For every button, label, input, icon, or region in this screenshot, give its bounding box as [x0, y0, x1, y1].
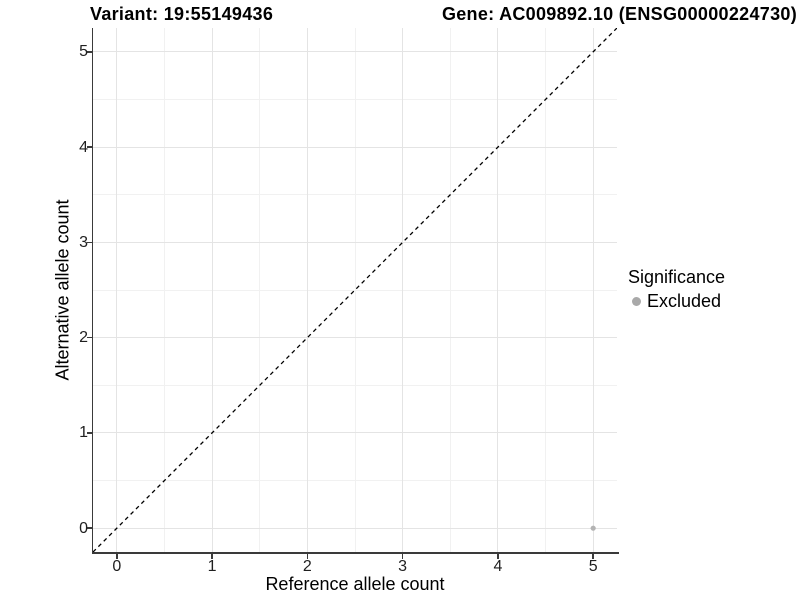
x-tick-mark	[401, 553, 404, 559]
major-gridline	[306, 28, 308, 552]
x-tick-label: 3	[398, 558, 408, 575]
minor-gridline	[93, 194, 617, 196]
y-tick-mark	[86, 336, 92, 339]
y-tick-mark	[86, 432, 92, 434]
x-tick-mark	[211, 553, 213, 559]
x-axis-title: Reference allele count	[265, 574, 445, 594]
identity-line	[93, 28, 617, 552]
legend: Significance Excluded	[628, 266, 725, 311]
plot-canvas	[93, 28, 617, 552]
major-gridline	[402, 28, 404, 552]
y-tick-label: 0	[79, 519, 88, 537]
x-tick-mark	[592, 553, 594, 559]
major-gridline	[497, 28, 499, 552]
x-tick-label: 1	[207, 558, 217, 575]
y-tick-label: 5	[79, 43, 88, 61]
legend-item-excluded: Excluded	[628, 291, 725, 311]
minor-gridline	[449, 28, 451, 552]
y-tick-label: 3	[79, 233, 88, 251]
y-axis-line	[91, 28, 93, 554]
data-point	[590, 525, 596, 531]
x-tick-label: 4	[493, 558, 503, 575]
major-gridline	[93, 51, 617, 53]
x-tick-mark	[306, 553, 309, 559]
y-tick-mark	[86, 146, 92, 148]
x-tick-label: 0	[112, 558, 122, 575]
plot-panel	[93, 28, 617, 552]
y-tick-mark	[86, 51, 92, 53]
legend-item-label: Excluded	[647, 291, 722, 311]
gene-title: Gene: AC009892.10 (ENSG00000224730)	[441, 4, 797, 24]
data-points	[590, 525, 596, 531]
x-tick-label: 2	[302, 558, 312, 575]
major-gridline	[93, 146, 617, 148]
major-gridline	[211, 28, 213, 552]
y-tick-mark	[86, 241, 92, 244]
minor-gridline	[93, 98, 617, 100]
minor-gridline	[93, 289, 617, 291]
x-tick-label: 5	[588, 558, 598, 575]
legend-title: Significance	[628, 267, 726, 287]
y-tick-label: 1	[79, 424, 88, 442]
major-gridline	[93, 337, 617, 339]
y-tick-label: 2	[79, 329, 88, 347]
y-tick-mark	[86, 527, 92, 529]
y-axis-title: Alternative allele count	[52, 199, 73, 381]
x-tick-mark	[497, 553, 499, 559]
x-axis-line	[91, 552, 619, 554]
variant-title: Variant: 19:55149436	[90, 4, 274, 24]
major-gridline	[116, 28, 118, 552]
major-gridline	[93, 432, 617, 434]
major-gridline	[93, 527, 617, 529]
major-gridline	[592, 28, 594, 552]
x-tick-mark	[116, 553, 118, 559]
legend-key-dot-icon	[632, 296, 641, 306]
major-gridline	[93, 241, 617, 243]
minor-gridline	[545, 28, 547, 552]
y-tick-label: 4	[79, 138, 88, 156]
